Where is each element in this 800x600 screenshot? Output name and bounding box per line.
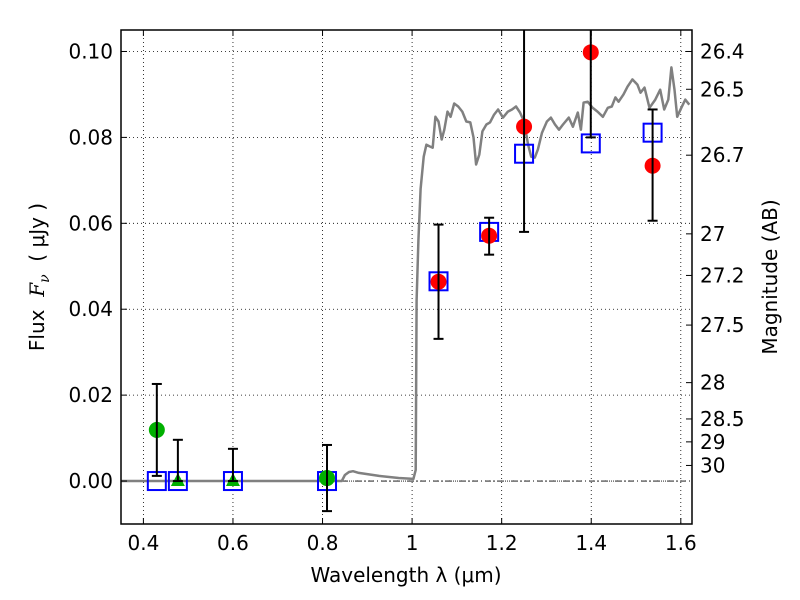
spectrum-line [121, 66, 691, 483]
y2-tick-label: 27.5 [700, 313, 745, 337]
y2-axis-label: Magnitude (AB) [758, 199, 782, 354]
y2-tick-label: 26.4 [700, 39, 745, 63]
y-tick-label: 0.08 [68, 125, 113, 149]
y2-tick-label: 28 [700, 371, 725, 395]
y-tick-label: 0.10 [68, 39, 113, 63]
y2-tick-label: 26.7 [700, 143, 745, 167]
plot-frame [120, 29, 693, 525]
x-tick-label: 1 [406, 531, 419, 555]
x-tick-label: 1.2 [486, 531, 518, 555]
y-tick-label: 0.00 [68, 469, 113, 493]
y2-tick-label: 29 [700, 430, 725, 454]
x-tick-label: 0.6 [217, 531, 249, 555]
y-axis-label-symbol: F [25, 282, 49, 298]
plot-area [121, 30, 691, 513]
y2-tick-label: 30 [700, 453, 725, 477]
y-tick-label: 0.06 [68, 211, 113, 235]
axes: 0.4 0.6 0.8 1 1.2 1.4 1.6 0.00 0.02 0.04 0.06 0.08 0… [68, 30, 745, 555]
y-axis-label-suffix: ( μJy ) [25, 203, 49, 275]
y-axis-label-subscript: ν [37, 274, 53, 283]
y2-tick-label: 27.2 [700, 263, 745, 287]
y-tick-label: 0.04 [68, 297, 113, 321]
y-tick-label: 0.02 [68, 383, 113, 407]
x-tick-label: 1.4 [575, 531, 607, 555]
y2-tick-label: 27 [700, 222, 725, 246]
x-tick-label: 0.8 [307, 531, 339, 555]
x-tick-label: 1.6 [665, 531, 697, 555]
x-tick-label: 0.4 [127, 531, 159, 555]
y-axis-label-prefix: Flux [25, 297, 49, 351]
y2-tick-label: 28.5 [700, 407, 745, 431]
x-axis-label: Wavelength λ (μm) [310, 563, 501, 587]
y-axis-label: Flux Fν ( μJy ) [25, 203, 53, 351]
y2-tick-label: 26.5 [700, 77, 745, 101]
